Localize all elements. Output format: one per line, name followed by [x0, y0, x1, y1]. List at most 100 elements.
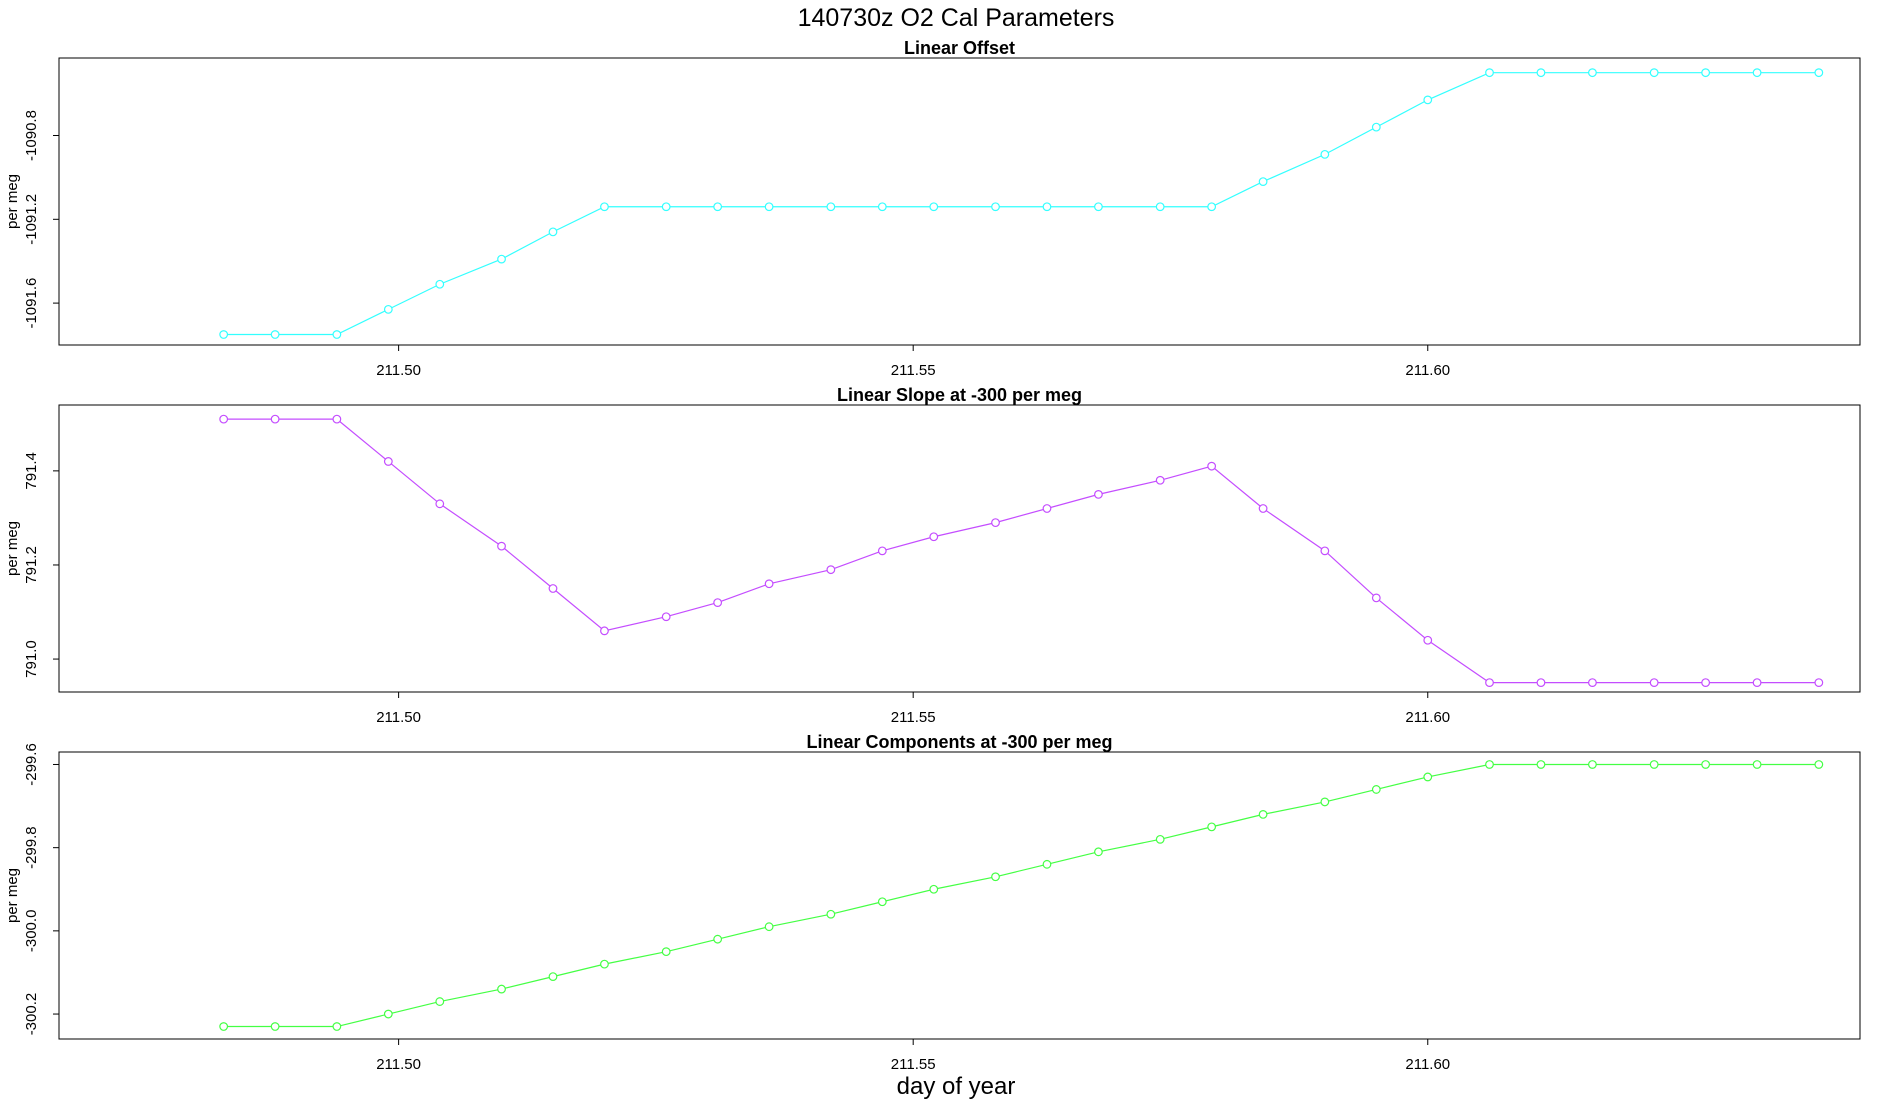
data-point: [548, 972, 558, 982]
data-point: [332, 330, 342, 339]
y-tick-label: -1090.8: [23, 110, 40, 161]
data-point: [661, 612, 671, 622]
data-point: [270, 414, 280, 424]
data-point: [1701, 68, 1711, 78]
chart-panels: Linear Offset 211.50 211.55 211.60 -1091.6 -1…: [4, 38, 1861, 1073]
data-point: [219, 1022, 229, 1031]
data-point: [219, 414, 229, 424]
data-point: [1155, 202, 1165, 212]
data-point: [1423, 635, 1433, 645]
y-tick-label: -300.2: [23, 993, 40, 1036]
y-tick-label: -1091.2: [23, 194, 40, 245]
data-point: [1485, 68, 1494, 78]
chart-panel-3: Linear Components at -300 per meg 211.50 2…: [4, 732, 1861, 1073]
data-point: [548, 227, 558, 237]
data-point: [600, 202, 609, 212]
data-point: [497, 254, 506, 264]
data-point: [332, 414, 342, 424]
y-tick-label: 791.0: [23, 640, 40, 678]
series-line: [223, 763, 1819, 1028]
data-point: [1485, 678, 1494, 687]
plot-frame: [58, 57, 1861, 346]
data-point: [1752, 68, 1762, 78]
y-tick-label: 791.4: [23, 452, 40, 490]
data-point: [713, 202, 723, 212]
data-point: [1752, 678, 1762, 687]
data-point: [1042, 859, 1052, 869]
panel-title: Linear Components at -300 per meg: [806, 732, 1112, 752]
data-point: [219, 330, 229, 339]
data-point: [1371, 122, 1381, 132]
data-point: [600, 626, 609, 636]
data-point: [270, 1022, 280, 1031]
x-tick-label: 211.50: [376, 362, 421, 379]
data-point: [1094, 202, 1103, 212]
data-point: [383, 1009, 393, 1019]
data-point: [270, 330, 280, 339]
x-tick-label: 211.55: [891, 709, 936, 726]
chart-panel-1: Linear Offset 211.50 211.55 211.60 -1091.6 -1…: [4, 38, 1861, 379]
data-point: [1649, 760, 1659, 769]
data-point: [826, 202, 836, 212]
data-point: [383, 304, 393, 314]
data-point: [1423, 772, 1433, 782]
data-point: [764, 202, 774, 212]
plot-frame: [58, 751, 1861, 1040]
data-point: [1320, 797, 1330, 807]
data-point: [826, 909, 836, 919]
data-point: [1094, 847, 1103, 857]
x-tick-label: 211.55: [891, 1056, 936, 1073]
panel-title: Linear Offset: [904, 38, 1015, 58]
data-point: [435, 997, 445, 1006]
data-point: [1588, 68, 1597, 78]
data-point: [383, 457, 393, 466]
x-tick-label: 211.50: [376, 709, 421, 726]
y-tick-label: -300.0: [23, 910, 40, 953]
data-point: [713, 934, 723, 944]
data-point: [1320, 149, 1330, 159]
data-point: [435, 499, 445, 509]
data-point: [1207, 461, 1217, 471]
data-point: [1752, 760, 1762, 769]
data-point: [1371, 785, 1381, 794]
data-point: [1258, 177, 1268, 186]
data-point: [1814, 760, 1824, 769]
data-point: [497, 541, 506, 551]
data-point: [1536, 760, 1546, 769]
data-point: [1258, 504, 1268, 513]
data-point: [332, 1022, 342, 1031]
data-point: [497, 984, 506, 994]
y-tick-label: -299.6: [23, 743, 40, 786]
data-point: [1536, 68, 1546, 78]
data-point: [1320, 546, 1330, 556]
data-point: [1094, 489, 1103, 499]
data-point: [1207, 202, 1217, 212]
data-point: [1649, 68, 1659, 78]
y-tick-label: 791.2: [23, 546, 40, 584]
data-point: [1258, 809, 1268, 819]
y-axis-label: per meg: [4, 174, 21, 229]
data-point: [929, 532, 939, 542]
chart-panel-2: Linear Slope at -300 per meg 211.50 211.55…: [4, 385, 1861, 726]
x-tick-label: 211.60: [1405, 1056, 1450, 1073]
data-point: [991, 872, 1000, 882]
data-point: [713, 598, 723, 608]
data-point: [1155, 834, 1165, 844]
y-axis-label: per meg: [4, 521, 21, 576]
data-point: [661, 202, 671, 212]
y-tick-label: -1091.6: [23, 278, 40, 329]
data-point: [1485, 760, 1494, 769]
x-axis-title: day of year: [897, 1073, 1016, 1100]
data-point: [1042, 504, 1052, 513]
data-point: [764, 922, 774, 932]
data-point: [877, 546, 887, 556]
data-point: [877, 897, 887, 907]
figure-title: 140730z O2 Cal Parameters: [798, 4, 1115, 32]
data-point: [1536, 678, 1546, 687]
data-point: [1588, 678, 1597, 687]
data-point: [1042, 202, 1052, 212]
series-line: [223, 418, 1819, 684]
data-point: [991, 202, 1000, 212]
data-point: [929, 202, 939, 212]
